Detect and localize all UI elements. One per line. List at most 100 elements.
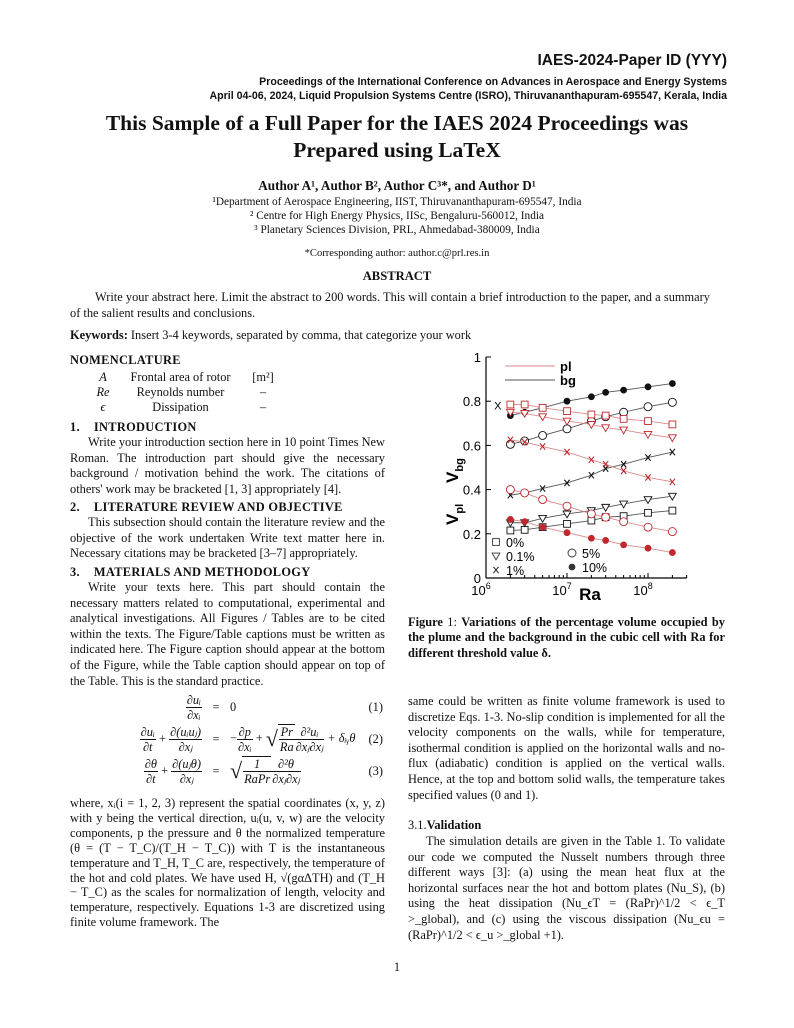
data-point-bg-5% <box>667 397 677 407</box>
legend-marker-1% <box>492 566 500 574</box>
x-stroke <box>620 467 627 475</box>
data-point-pl-0% <box>563 407 571 415</box>
data-point-pl-5% <box>520 488 530 498</box>
legend-label-bg: bg <box>560 373 576 388</box>
data-point-bg-5% <box>562 424 572 434</box>
y-axis-label-part: Vpl <box>443 504 466 525</box>
fraction: ∂(uⱼθ) ∂xⱼ <box>171 757 202 786</box>
data-point-pl-0.1% <box>586 421 597 430</box>
figure-caption-text: Variations of the percentage volume occu… <box>408 615 725 660</box>
description: Reynolds number <box>136 385 225 399</box>
data-point-pl-10% <box>563 529 571 537</box>
symbol: A <box>99 370 107 384</box>
where-paragraph: where, xᵢ(i = 1, 2, 3) represent the spa… <box>70 796 385 930</box>
plus: + <box>255 730 263 745</box>
literature-text: This subsection should contain the liter… <box>70 515 385 561</box>
y-axis-label: Vpl Vbg <box>443 458 466 525</box>
page-number: 1 <box>393 960 401 974</box>
y-tick-label: 0.4 <box>463 483 481 498</box>
fraction: ∂²uᵢ ∂xⱼ∂xⱼ <box>294 725 325 754</box>
proceedings-line-1: Proceedings of the International Confere… <box>259 76 727 88</box>
fraction: Pr Ra <box>278 725 295 754</box>
figure-number: 1: <box>442 615 462 629</box>
affiliation: ³ Planetary Sciences Division, PRL, Ahme… <box>254 224 540 236</box>
data-point-pl-1% <box>539 442 546 451</box>
data-point-bg-10% <box>563 397 571 405</box>
validation-text: The simulation details are given in the … <box>408 834 725 942</box>
x-stroke <box>588 471 595 479</box>
y-tick-label: 0 <box>474 571 481 586</box>
subsection-title: Validation <box>426 818 482 832</box>
y-tick-label: 0.2 <box>463 527 481 542</box>
data-point-pl-5% <box>601 512 611 522</box>
legend-marker-10% <box>568 563 576 571</box>
data-point-bg-10% <box>644 383 652 391</box>
data-point-bg-0.1% <box>600 503 611 513</box>
data-point-pl-5% <box>619 517 629 527</box>
sqrt-body: 1 RaPr <box>242 756 272 786</box>
data-point-pl-0.1% <box>519 410 530 419</box>
data-point-pl-5% <box>562 501 572 511</box>
x-stroke <box>521 438 528 446</box>
legend-label-0.1%: 0.1% <box>506 550 535 564</box>
section-number: 1. <box>70 420 80 434</box>
x-tick-label: 107 <box>552 581 571 598</box>
nomenclature-heading: NOMENCLATURE <box>70 353 181 367</box>
data-point-pl-1% <box>563 448 571 456</box>
section-title: MATERIALS AND METHODOLOGY <box>93 565 311 579</box>
stray-x-annotation: X <box>494 401 502 413</box>
data-point-pl-10% <box>539 523 547 531</box>
data-point-bg-5% <box>505 439 515 449</box>
y-tick-label: 0.6 <box>463 438 481 453</box>
corresponding-author: *Corresponding author: author.c@prl.res.… <box>304 248 490 259</box>
data-point-pl-5% <box>643 522 653 532</box>
x-stroke <box>602 460 609 468</box>
equals: = <box>212 763 220 778</box>
numerator: ∂p <box>237 724 253 740</box>
denominator: ∂xⱼ <box>179 771 194 786</box>
y-axis-label-part: Vbg <box>443 458 466 483</box>
data-point-pl-1% <box>507 436 514 444</box>
source-term: + δᵢᵧθ <box>327 730 356 745</box>
data-point-pl-1% <box>602 460 609 468</box>
data-point-pl-0% <box>538 403 547 412</box>
data-point-bg-5% <box>520 436 530 446</box>
nomenclature-row: Re Reynolds number – <box>88 385 283 400</box>
legend-label-pl: pl <box>560 359 572 374</box>
figure-caption: Figure 1: Variations of the percentage v… <box>408 615 725 661</box>
section-heading-methodology: 3. MATERIALS AND METHODOLOGY <box>70 565 385 580</box>
data-point-pl-5% <box>586 509 596 519</box>
legend-label-1%: 1% <box>506 564 524 578</box>
data-point-bg-0% <box>644 508 652 517</box>
data-point-bg-10% <box>587 393 595 401</box>
data-point-bg-0.1% <box>562 510 572 519</box>
data-point-pl-5% <box>667 527 677 537</box>
symbol: ϵ <box>100 400 106 414</box>
unit: – <box>259 400 267 414</box>
unit: – <box>259 385 267 399</box>
x-axis-label: Ra <box>579 585 601 604</box>
numerator: ∂(uⱼθ) <box>171 756 202 772</box>
fraction: ∂(uᵢuⱼ) ∂xⱼ <box>169 725 202 754</box>
description: Frontal area of rotor <box>130 370 231 384</box>
affiliation: ¹Department of Aerospace Engineering, II… <box>212 196 582 208</box>
data-point-pl-10% <box>602 537 610 544</box>
data-point-bg-0.1% <box>643 496 653 505</box>
data-point-bg-0.1% <box>618 500 629 509</box>
legend-label-0%: 0% <box>506 536 524 550</box>
sqrt-body: Pr Ra <box>277 724 295 754</box>
data-point-pl-0% <box>601 411 610 420</box>
nomenclature-table: A Frontal area of rotor [m²] Re Reynolds nu… <box>88 370 283 415</box>
data-point-bg-1% <box>563 479 571 487</box>
denominator: ∂xⱼ <box>178 739 193 754</box>
title-line-1: This Sample of a Full Paper for the IAES… <box>105 111 689 135</box>
data-point-pl-10% <box>644 544 652 552</box>
equals: = <box>212 700 220 714</box>
data-point-bg-0.1% <box>537 514 548 524</box>
x-stroke <box>644 473 652 481</box>
description: Dissipation <box>152 400 209 414</box>
data-point-bg-1% <box>644 454 652 462</box>
radical-sign: √ <box>265 726 278 751</box>
keywords-label: Keywords: <box>70 328 128 342</box>
section-title: LITERATURE REVIEW AND OBJECTIVE <box>93 500 343 514</box>
